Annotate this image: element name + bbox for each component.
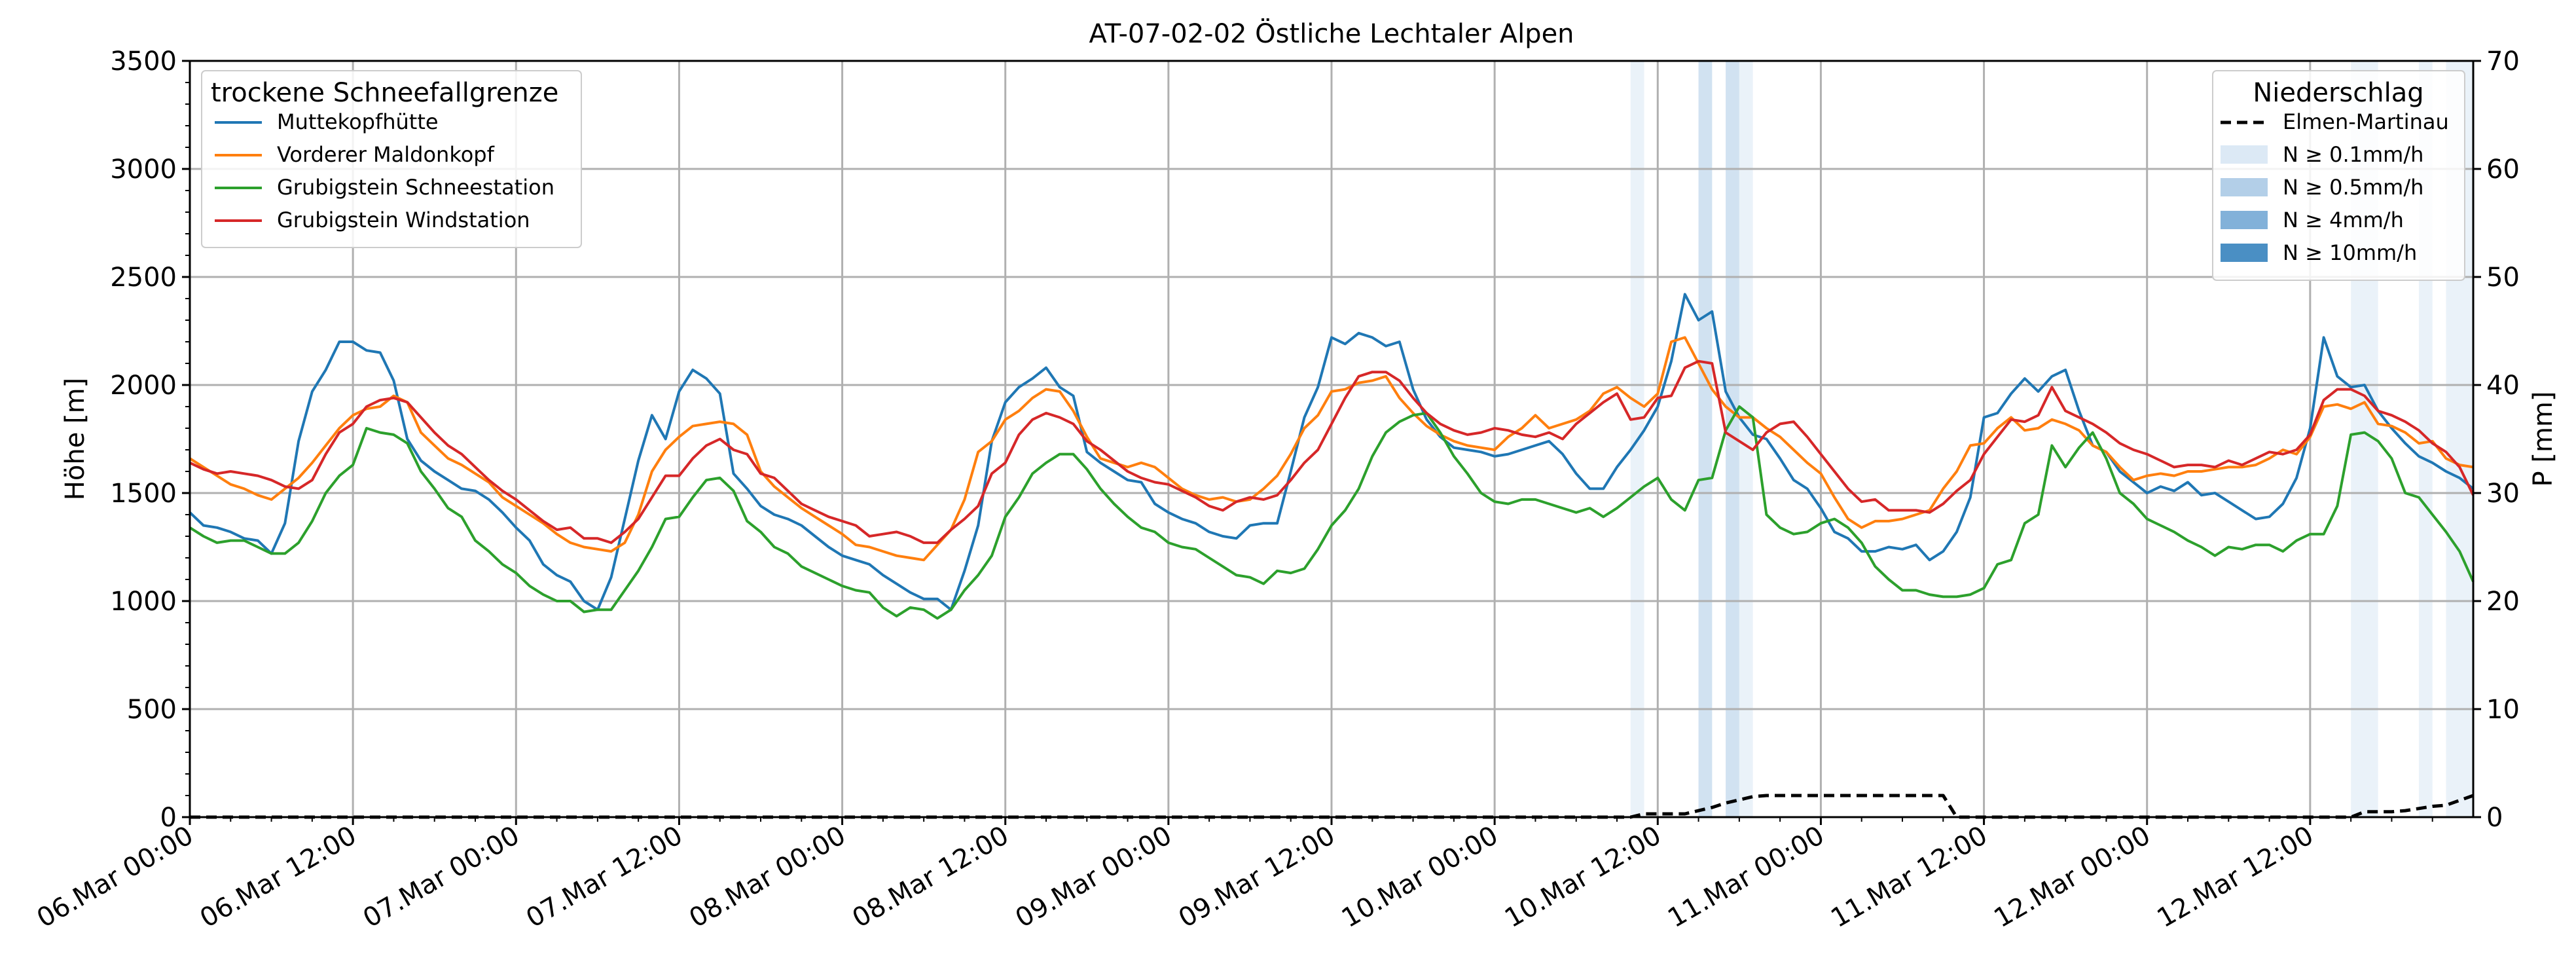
precip-band-2 bbox=[1726, 61, 1739, 817]
legend-precipitation-title: Niederschlag bbox=[2253, 78, 2423, 108]
y2-tick-label: 30 bbox=[2486, 479, 2520, 509]
legend-label-3: Grubigstein Windstation bbox=[277, 208, 530, 232]
series-line-1 bbox=[189, 336, 2474, 562]
legend-precip-swatch-0 bbox=[2221, 145, 2268, 164]
precip-band-3 bbox=[1739, 61, 1753, 817]
chart-title: AT-07-02-02 Östliche Lechtaler Alpen bbox=[1089, 18, 1574, 49]
legend-snowline: trockene Schneefallgrenze Muttekopfhütte… bbox=[201, 70, 582, 248]
legend-precip-swatch-2 bbox=[2221, 211, 2268, 229]
legend-precip-label-0: N ≥ 0.1mm/h bbox=[2283, 142, 2423, 167]
legend-label-4: Elmen-Martinau bbox=[2283, 109, 2449, 134]
series-line-2 bbox=[189, 405, 2475, 620]
legend-precip-label-2: N ≥ 4mm/h bbox=[2283, 208, 2404, 232]
y2-tick-label: 50 bbox=[2486, 263, 2520, 293]
y2-tick-label: 70 bbox=[2486, 46, 2520, 77]
legend-precip-swatch-3 bbox=[2221, 244, 2268, 262]
y-tick-label: 1000 bbox=[110, 587, 177, 617]
y-tick-label: 1500 bbox=[110, 479, 177, 509]
legend-precip-swatch-1 bbox=[2221, 178, 2268, 196]
y2-axis-title: P [mm] bbox=[2528, 392, 2558, 487]
legend-precipitation: Niederschlag Elmen-Martinau N ≥ 0.1mm/h N … bbox=[2212, 70, 2465, 281]
legend-precip-label-1: N ≥ 0.5mm/h bbox=[2283, 175, 2423, 200]
y-axis-title: Höhe [m] bbox=[60, 378, 90, 500]
series-line-4 bbox=[190, 794, 2474, 819]
legend-snowline-title: trockene Schneefallgrenze bbox=[211, 78, 558, 108]
legend-label-1: Vorderer Maldonkopf bbox=[277, 142, 495, 167]
y2-tick-label: 0 bbox=[2486, 803, 2503, 833]
legend-precip-label-3: N ≥ 10mm/h bbox=[2283, 240, 2417, 265]
legend-precipitation-box bbox=[2212, 70, 2465, 281]
legend-label-2: Grubigstein Schneestation bbox=[277, 175, 554, 200]
y2-tick-label: 10 bbox=[2486, 695, 2520, 725]
y-tick-label: 0 bbox=[160, 803, 177, 833]
series-layer bbox=[189, 293, 2475, 819]
precip-band-1 bbox=[1698, 61, 1713, 817]
y2-tick-label: 60 bbox=[2486, 155, 2520, 185]
y-tick-label: 2000 bbox=[110, 371, 177, 401]
y-tick-label: 3500 bbox=[110, 46, 177, 77]
y2-tick-label: 20 bbox=[2486, 587, 2520, 617]
legend-label-0: Muttekopfhütte bbox=[277, 109, 439, 134]
legend-snowline-box bbox=[201, 70, 582, 248]
y2-tick-label: 40 bbox=[2486, 371, 2520, 401]
y-tick-label: 3000 bbox=[110, 155, 177, 185]
y-tick-label: 500 bbox=[127, 695, 177, 725]
y-tick-label: 2500 bbox=[110, 263, 177, 293]
series-line-3 bbox=[189, 359, 2475, 544]
